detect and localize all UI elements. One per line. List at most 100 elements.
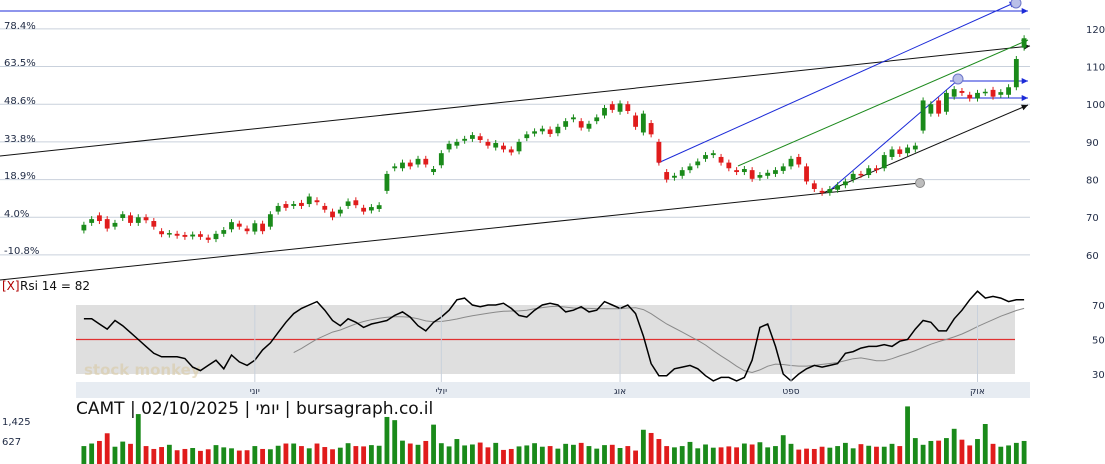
candle-body <box>128 215 133 223</box>
candle-body <box>135 217 141 223</box>
candle <box>874 165 879 174</box>
volume-bar <box>314 443 320 464</box>
volume-bar <box>120 441 126 464</box>
candle-body <box>267 214 273 227</box>
candle-body <box>198 234 203 237</box>
volume-bar <box>508 448 514 464</box>
candle-body <box>990 89 996 97</box>
candle <box>866 165 872 179</box>
candle-body <box>718 156 724 163</box>
candle <box>97 212 102 225</box>
candle <box>485 138 491 149</box>
volume-bar <box>198 450 203 464</box>
candle <box>850 170 856 183</box>
candle-body <box>275 205 281 212</box>
candle-body <box>104 219 110 229</box>
candle <box>889 146 895 160</box>
candle <box>920 97 926 134</box>
volume-bar <box>602 445 607 464</box>
candle-body <box>446 143 452 150</box>
rsi-label-group: [X] Rsi 14 = 82 <box>2 279 90 293</box>
candle <box>835 182 841 193</box>
candle-body <box>89 219 95 223</box>
candle <box>967 91 973 102</box>
candle-body <box>166 233 172 235</box>
candle-body <box>586 123 592 129</box>
volume-bar <box>788 443 794 464</box>
candle-body <box>998 92 1004 95</box>
volume-bar <box>415 444 421 464</box>
volume-bar <box>128 443 133 464</box>
price-left-tick: 18.9% <box>4 171 36 182</box>
candle-body <box>804 166 809 182</box>
volume-bar <box>477 442 483 464</box>
candle-body <box>345 201 351 206</box>
volume-bar <box>190 448 196 464</box>
volume-bar <box>353 446 359 464</box>
volume-bar <box>392 420 398 464</box>
candle-body <box>415 158 421 165</box>
candle-body <box>640 113 646 133</box>
candle <box>648 120 654 138</box>
volume-bar <box>446 446 452 464</box>
volume-bar <box>990 443 996 464</box>
candle-body <box>959 91 965 93</box>
candle <box>936 97 942 117</box>
volume-bar <box>858 444 864 464</box>
candle-body <box>400 162 405 169</box>
candle-body <box>905 147 910 154</box>
rsi-close-box: [X] <box>2 279 20 293</box>
price-left-tick: 4.0% <box>4 209 29 220</box>
rsi-panel: stock monkey 70 50 30 [X] Rsi 14 = 82 <box>2 279 1105 382</box>
volume-bar <box>159 447 164 464</box>
candle-body <box>982 91 988 94</box>
volume-bar <box>407 443 413 464</box>
candle-body <box>438 153 444 166</box>
candle <box>104 216 110 232</box>
candle-body <box>757 175 763 178</box>
candle-body <box>454 141 460 146</box>
volume-bar <box>291 443 297 464</box>
volume-bar <box>221 447 227 464</box>
candle <box>609 101 615 113</box>
candle <box>392 163 398 172</box>
candle <box>516 138 522 155</box>
volume-bar <box>695 448 701 464</box>
candle <box>951 86 957 100</box>
volume-panel: יוני יולי אוג ספט אוק 1,425 627 <box>2 305 1030 464</box>
candle-body <box>679 170 685 176</box>
volume-bar <box>866 445 872 464</box>
volume-bar <box>804 448 809 464</box>
candle <box>462 135 468 144</box>
candle <box>734 167 740 176</box>
candle-body <box>594 117 600 122</box>
candle-body <box>143 217 149 221</box>
volume-bar <box>998 446 1004 464</box>
candle-body <box>881 155 887 169</box>
candle-body <box>648 123 654 135</box>
candle-body <box>555 126 561 134</box>
candle <box>493 140 499 151</box>
volume-bar <box>547 446 553 464</box>
candle-body <box>112 222 118 227</box>
candle-body <box>796 156 802 165</box>
candle <box>306 193 312 208</box>
candle <box>423 155 429 168</box>
volume-bar <box>182 448 188 464</box>
candle-body <box>741 169 747 173</box>
candle <box>205 234 211 243</box>
volume-bar <box>827 447 833 464</box>
candle <box>314 197 320 206</box>
volume-bar <box>664 446 670 464</box>
candle-body <box>81 224 87 231</box>
candle-body <box>547 129 553 134</box>
candle <box>337 206 343 217</box>
candle <box>881 152 887 172</box>
candle-body <box>975 92 980 99</box>
candle <box>400 159 405 172</box>
candle-body <box>563 121 569 127</box>
month-label: יולי <box>436 387 448 397</box>
volume-bar <box>959 439 965 464</box>
volume-bar <box>749 444 755 464</box>
